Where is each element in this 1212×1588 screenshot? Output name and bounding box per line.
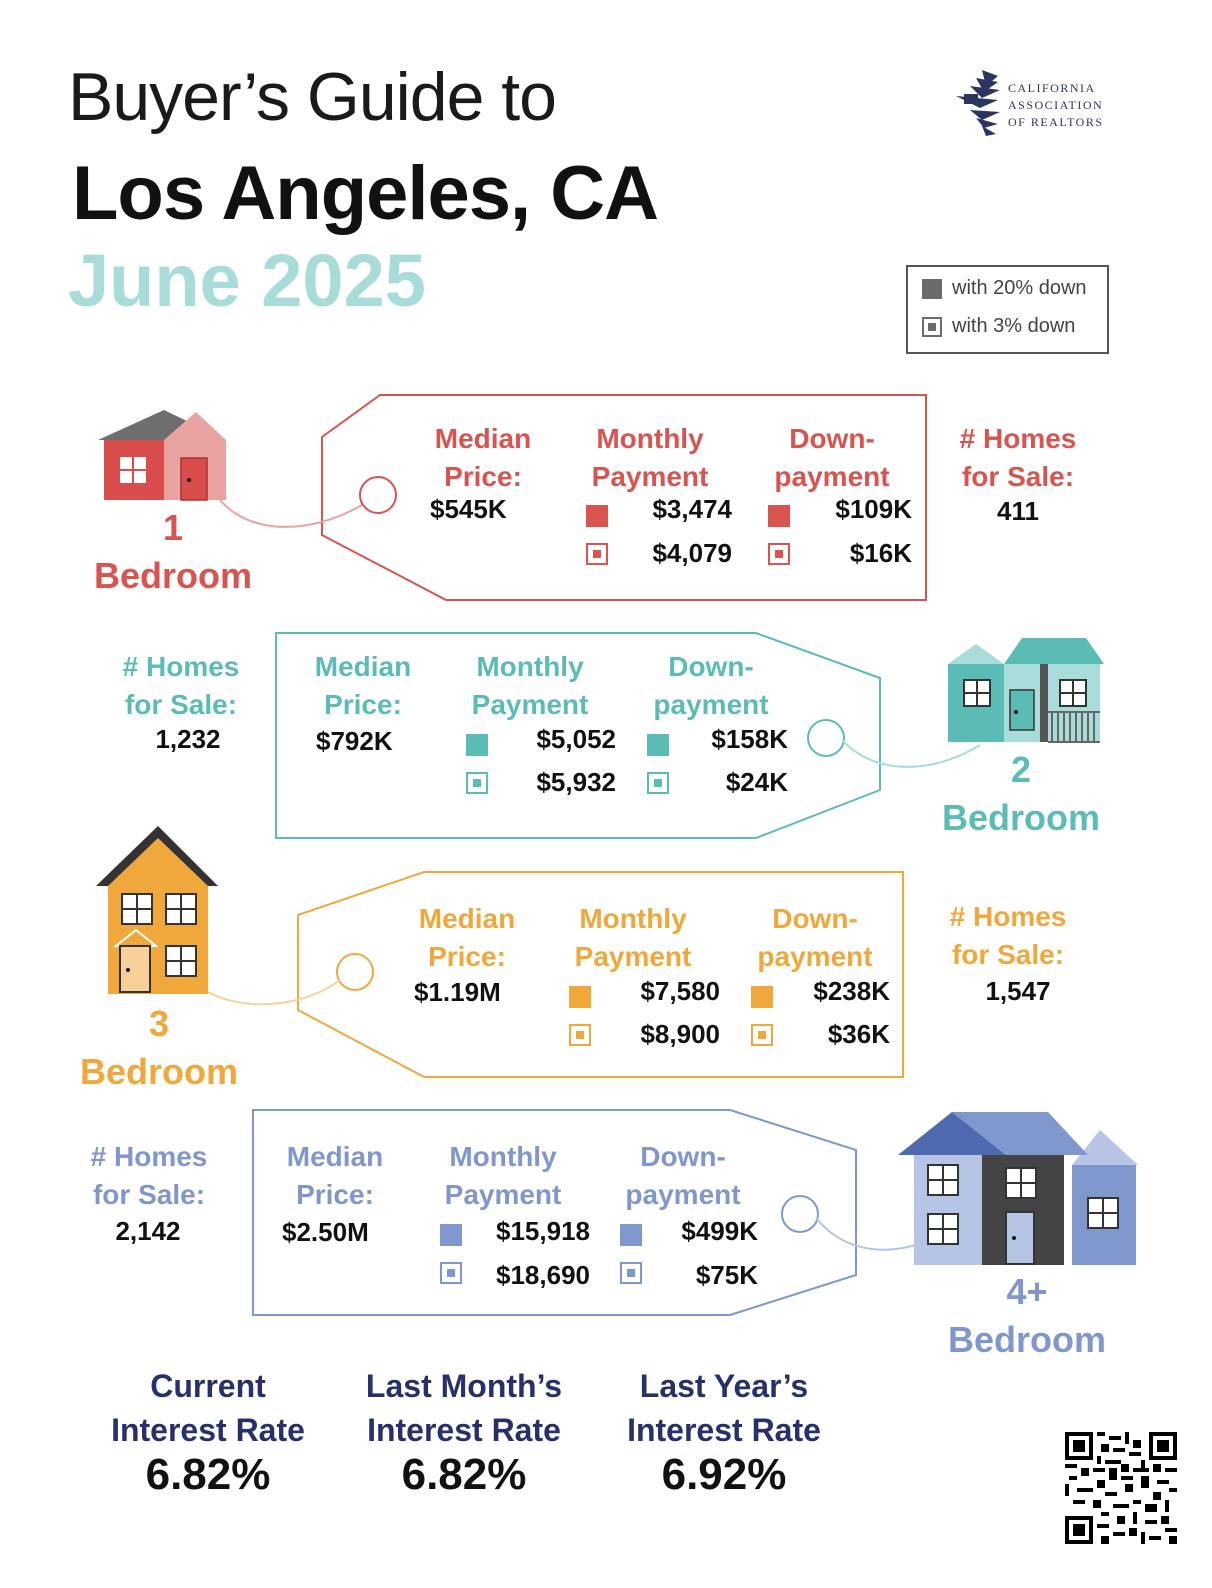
open-square-icon [922,316,942,337]
open-square-icon [768,543,790,565]
solid-square-icon [647,734,669,756]
monthly-20-value: $5,052 [536,724,616,754]
car-logo-icon [956,70,1000,136]
qr-code-icon[interactable] [1065,1432,1177,1544]
title-line-1: Buyer’s Guide to [68,59,557,135]
bedroom-label: 2 Bedroom [941,749,1100,838]
monthly-payment-header: Monthly Payment [444,1141,562,1210]
median-price-header: Median Price: [314,651,412,720]
open-square-icon [751,1024,773,1046]
title-date: June 2025 [68,239,426,322]
last-year-rate-value: 6.92% [661,1450,787,1499]
downpayment-header: Down-payment [757,903,873,972]
bedroom-label: 3 Bedroom [79,1003,238,1092]
down-3-value: $36K [827,1019,890,1049]
downpayment-header: Down-payment [653,651,769,720]
homes-for-sale-value: 1,232 [155,724,221,754]
monthly-3-value: $8,900 [640,1019,720,1049]
homes-for-sale-value: 411 [997,496,1039,526]
logo-text: CALIFORNIA ASSOCIATION OF REALTORS [1008,81,1104,129]
title-city: Los Angeles, CA [72,151,659,236]
homes-for-sale-value: 1,547 [985,976,1051,1006]
last-month-rate-value: 6.82% [401,1450,527,1499]
solid-square-icon [922,278,942,299]
monthly-3-value: $18,690 [496,1260,590,1290]
open-square-icon [647,772,669,794]
down-20-value: $238K [813,976,890,1006]
monthly-payment-header: Monthly Payment [574,903,692,972]
median-price-value: $1.19M [414,977,501,1007]
down-3-value: $16K [849,538,912,568]
median-price-header: Median Price: [286,1141,384,1210]
solid-square-icon [466,734,488,756]
down-3-value: $24K [725,767,788,797]
homes-for-sale-header: # Homes for Sale: [949,901,1067,970]
homes-for-sale-value: 2,142 [115,1216,181,1246]
open-square-icon [440,1262,462,1284]
bedroom-label: 1 Bedroom [93,507,252,596]
down-3-value: $75K [695,1260,758,1290]
last-month-rate-label: Last Month’s Interest Rate [365,1368,563,1448]
open-square-icon [620,1262,642,1284]
median-price-value: $792K [316,726,393,756]
current-rate-value: 6.82% [145,1450,271,1499]
house-1-bedroom-icon [98,410,226,501]
solid-square-icon [751,986,773,1008]
current-rate-label: Current Interest Rate [111,1368,305,1448]
median-price-value: $545K [430,494,507,524]
homes-for-sale-header: # Homes for Sale: [959,423,1077,492]
legend-open: with 3% down [922,315,1075,338]
downpayment-header: Down-payment [625,1141,741,1210]
solid-square-icon [569,986,591,1008]
downpayment-header: Down-payment [774,423,890,492]
monthly-3-value: $4,079 [652,538,732,568]
bedroom-label: 4+ Bedroom [947,1271,1106,1360]
last-year-rate-label: Last Year’s Interest Rate [627,1368,821,1448]
open-square-icon [586,543,608,565]
solid-square-icon [440,1224,462,1246]
median-price-value: $2.50M [282,1217,369,1247]
house-3-bedroom-icon [96,826,218,994]
house-4-bedroom-icon [898,1112,1138,1265]
monthly-20-value: $3,474 [652,494,732,524]
solid-square-icon [768,505,790,527]
solid-square-icon [586,505,608,527]
monthly-20-value: $7,580 [640,976,720,1006]
monthly-payment-header: Monthly Payment [471,651,589,720]
legend: with 20% down with 3% down [906,265,1109,354]
solid-square-icon [620,1224,642,1246]
homes-for-sale-header: # Homes for Sale: [122,651,240,720]
open-square-icon [569,1024,591,1046]
house-2-bedroom-icon [948,638,1104,743]
down-20-value: $499K [681,1216,758,1246]
monthly-3-value: $5,932 [536,767,616,797]
median-price-header: Median Price: [418,903,516,972]
homes-for-sale-header: # Homes for Sale: [90,1141,208,1210]
monthly-20-value: $15,918 [496,1216,590,1246]
median-price-header: Median Price: [434,423,532,492]
legend-solid: with 20% down [922,277,1087,300]
monthly-payment-header: Monthly Payment [591,423,709,492]
open-square-icon [466,772,488,794]
down-20-value: $109K [835,494,912,524]
down-20-value: $158K [711,724,788,754]
